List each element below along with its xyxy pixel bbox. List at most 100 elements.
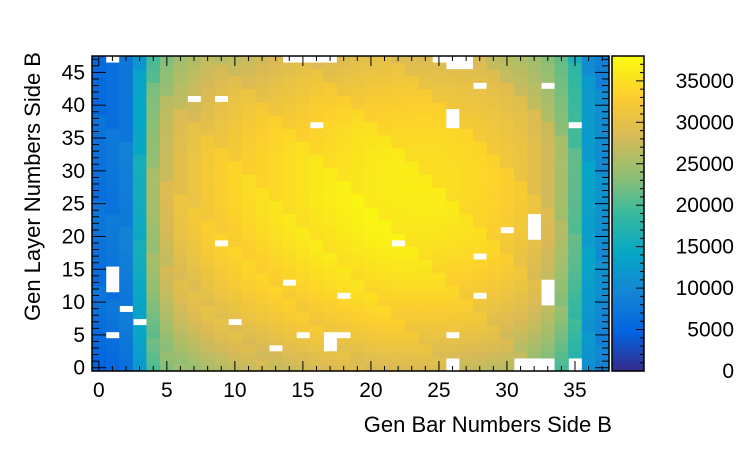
heatmap-cell [201,233,215,240]
heatmap-cell [310,148,324,155]
heatmap-cell [391,82,405,89]
heatmap-cell [133,115,147,122]
heatmap-cell [432,305,446,312]
heatmap-cell [323,135,337,142]
heatmap-cell [500,319,514,326]
x-tick-label: 15 [291,379,314,402]
heatmap-cell [364,102,378,109]
heatmap-cell [282,214,296,221]
heatmap-cell [364,128,378,135]
heatmap-cell [487,358,501,365]
heatmap-cell [391,286,405,293]
heatmap-cell [432,115,446,122]
heatmap-cell [419,312,433,319]
heatmap-cell [582,63,596,70]
heatmap-cell [228,286,242,293]
heatmap-cell [487,253,501,260]
heatmap-cell [160,286,174,293]
heatmap-cell [214,233,228,240]
heatmap-cell [187,109,201,116]
heatmap-cell [541,161,555,168]
heatmap-cell [378,246,392,253]
heatmap-cell [133,128,147,135]
heatmap-cell [269,273,283,280]
heatmap-cell [296,187,310,194]
heatmap-cell [487,227,501,234]
heatmap-cell [133,253,147,260]
heatmap-cell [160,89,174,96]
heatmap-cell [419,220,433,227]
heatmap-cell [419,181,433,188]
heatmap-cell [323,351,337,358]
heatmap-cell [364,115,378,122]
heatmap-cell [337,115,351,122]
heatmap-cell [364,200,378,207]
heatmap-cell [487,161,501,168]
heatmap-cell [419,148,433,155]
heatmap-cell [174,76,188,83]
heatmap-cell [568,102,582,109]
heatmap-cell [106,115,120,122]
heatmap-cell [296,214,310,221]
heatmap-cell [228,69,242,76]
heatmap-cell [228,102,242,109]
heatmap-cell [459,305,473,312]
heatmap-cell [310,69,324,76]
heatmap-cell [323,174,337,181]
heatmap-cell [323,194,337,201]
heatmap-cell [555,358,569,365]
heatmap-cell [187,200,201,207]
colorbar-tick-label: 15000 [676,236,734,259]
heatmap-cell [160,273,174,280]
heatmap-cell [228,148,242,155]
heatmap-cell [269,63,283,70]
heatmap-cell [541,319,555,326]
heatmap-cell [255,227,269,234]
heatmap-cell [473,115,487,122]
heatmap-cell [187,338,201,345]
heatmap-cell [568,141,582,148]
heatmap-cell [391,273,405,280]
heatmap-cell [527,102,541,109]
heatmap-cell [310,325,324,332]
heatmap-cell [568,332,582,339]
heatmap-cell [187,181,201,188]
heatmap-cell [459,174,473,181]
heatmap-cell [527,240,541,247]
heatmap-cell [201,135,215,142]
heatmap-cell [351,168,365,175]
heatmap-cell [174,279,188,286]
heatmap-cell [378,345,392,352]
heatmap-cell [527,266,541,273]
heatmap-cell [242,279,256,286]
heatmap-cell [187,214,201,221]
heatmap-cell [473,246,487,253]
heatmap-cell [568,227,582,234]
heatmap-cell [432,332,446,339]
heatmap-cell [378,279,392,286]
heatmap-cell [187,89,201,96]
heatmap-cell [459,69,473,76]
heatmap-cell [310,358,324,365]
heatmap-cell [242,115,256,122]
heatmap-cell [459,279,473,286]
heatmap-cell [351,358,365,365]
heatmap-cell [459,187,473,194]
heatmap-cell [323,102,337,109]
heatmap-cell [296,154,310,161]
heatmap-cell [133,63,147,70]
heatmap-cell [106,233,120,240]
heatmap-cell [119,128,133,135]
heatmap-cell [146,161,160,168]
heatmap-cell [391,259,405,266]
heatmap-cell [419,345,433,352]
heatmap-cell [337,135,351,142]
heatmap-cell [582,141,596,148]
heatmap-cell [405,128,419,135]
heatmap-cell [582,95,596,102]
heatmap-cell [214,76,228,83]
heatmap-cell [351,273,365,280]
heatmap-cell [337,345,351,352]
heatmap-cell [351,253,365,260]
heatmap-cell [514,82,528,89]
